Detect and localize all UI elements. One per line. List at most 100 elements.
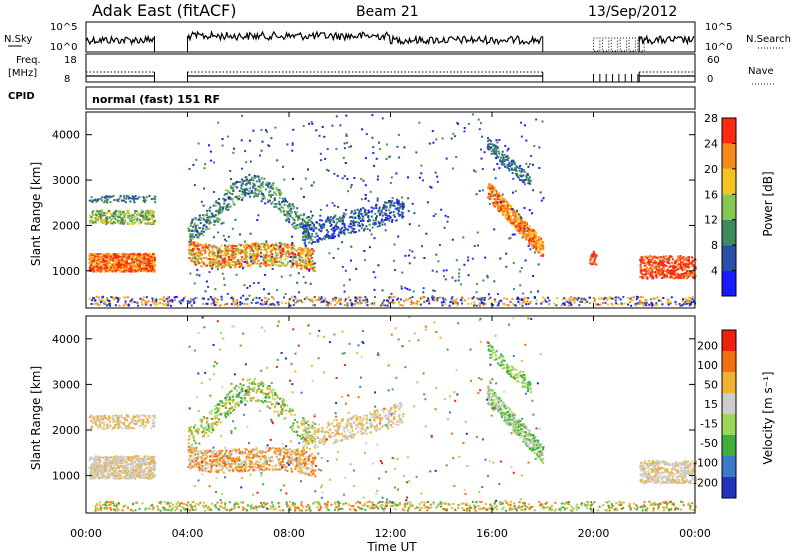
power-echo	[133, 260, 136, 263]
power-echo	[412, 302, 415, 305]
power-echo	[132, 197, 135, 200]
power-echo	[234, 245, 236, 247]
power-echo	[504, 159, 507, 161]
power-echo	[394, 268, 396, 271]
power-echo	[494, 145, 497, 147]
power-echo	[249, 254, 252, 257]
power-echo	[212, 204, 215, 207]
power-echo	[272, 258, 274, 261]
power-echo	[225, 246, 228, 249]
power-echo	[105, 219, 108, 222]
power-echo	[682, 303, 685, 305]
power-echo	[192, 257, 195, 260]
power-echo	[138, 255, 140, 258]
radar-title: Adak East (fitACF)	[92, 1, 236, 20]
power-echo	[438, 296, 441, 299]
power-echo	[508, 168, 510, 170]
power-echo	[258, 263, 261, 266]
power-echo	[573, 301, 576, 304]
power-echo	[381, 289, 384, 292]
power-echo	[513, 304, 516, 307]
power-echo	[309, 237, 312, 240]
power-echo	[231, 303, 233, 306]
power-echo	[144, 218, 147, 221]
power-echo	[204, 219, 207, 222]
power-echo	[191, 237, 194, 240]
power-echo	[313, 304, 316, 307]
power-echo	[311, 235, 314, 238]
power-echo	[503, 153, 506, 156]
power-echo	[516, 219, 519, 222]
power-echo	[327, 230, 330, 233]
power-echo	[299, 213, 302, 216]
power-echo	[301, 256, 303, 259]
power-echo	[326, 301, 329, 304]
cpid-label: CPID	[8, 91, 35, 102]
power-echo	[216, 261, 219, 263]
power-echo	[102, 214, 105, 217]
power-echo	[147, 211, 149, 214]
power-echo	[447, 215, 450, 218]
power-echo	[163, 300, 166, 303]
power-echo	[490, 301, 493, 304]
power-echo	[630, 304, 633, 307]
power-echo	[252, 262, 255, 265]
power-echo	[259, 302, 262, 305]
power-echo	[641, 258, 644, 261]
power-echo	[195, 233, 197, 236]
power-echo	[327, 220, 330, 223]
power-echo	[318, 228, 321, 231]
power-echo	[286, 211, 289, 213]
power-echo	[248, 294, 251, 297]
power-echo	[90, 303, 93, 305]
power-echo	[531, 232, 534, 235]
power-echo	[642, 269, 645, 272]
power-echo	[309, 260, 312, 263]
power-echo	[256, 301, 259, 304]
power-echo	[107, 261, 110, 264]
power-echo	[359, 220, 362, 223]
power-echo	[521, 236, 524, 239]
power-echo	[484, 256, 487, 259]
power-echo	[203, 230, 205, 233]
power-echo	[518, 218, 521, 221]
power-echo	[212, 263, 215, 265]
power-echo	[541, 244, 544, 247]
power-echo	[111, 297, 114, 300]
power-echo	[250, 248, 253, 251]
power-echo	[385, 213, 388, 216]
power-echo	[636, 302, 638, 305]
power-echo	[150, 198, 153, 201]
power-echo	[617, 303, 620, 306]
power-echo	[344, 162, 347, 164]
power-echo	[523, 207, 526, 209]
power-echo	[210, 159, 213, 162]
power-echo	[149, 223, 152, 226]
power-echo	[532, 275, 535, 277]
power-echo	[646, 271, 649, 274]
power-echo	[237, 259, 240, 262]
power-echo	[105, 265, 108, 268]
power-echo	[195, 273, 198, 276]
power-echo	[672, 277, 675, 280]
power-echo	[135, 266, 138, 269]
power-echo	[307, 237, 310, 240]
power-echo	[591, 261, 594, 264]
power-echo	[281, 264, 284, 267]
power-echo	[132, 252, 135, 255]
power-echo	[381, 210, 384, 213]
power-echo	[99, 266, 101, 269]
power-echo	[205, 220, 207, 223]
power-echo	[676, 272, 679, 275]
power-echo	[233, 182, 235, 185]
power-echo	[144, 300, 147, 303]
power-echo	[458, 268, 461, 271]
power-echo	[358, 218, 361, 221]
power-echo	[306, 231, 309, 234]
power-echo	[472, 113, 474, 116]
power-echo	[130, 256, 133, 259]
power-echo	[646, 276, 649, 279]
power-echo	[204, 290, 207, 293]
power-echo	[142, 265, 145, 267]
power-echo	[354, 209, 356, 212]
